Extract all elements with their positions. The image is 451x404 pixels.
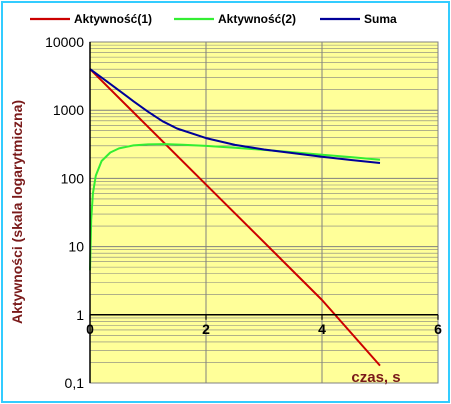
y-tick-label: 1 [76,307,84,323]
y-tick-label: 10 [68,239,84,255]
x-tick-label: 4 [318,321,326,337]
axes [89,42,439,383]
legend: Aktywność(1) Aktywność(2) Suma [30,12,397,26]
series-line-3 [89,68,381,164]
legend-label: Suma [364,12,397,26]
y-tick-label: 0,1 [65,375,85,391]
y-axis-label: Aktywności (skala logarytmiczna) [9,100,25,324]
series-line-1 [89,68,381,367]
gridlines [90,42,438,384]
x-tick-label: 2 [202,321,210,337]
series-line-2 [89,143,381,271]
x-tick-label: 0 [86,321,94,337]
series-group [89,68,381,367]
y-tick-label: 1000 [53,102,84,118]
legend-label: Aktywność(1) [74,12,152,26]
y-tick-label: 100 [61,170,85,186]
plot-area [89,41,439,384]
legend-label: Aktywność(2) [218,12,296,26]
tick-labels: 0,1 1 10 100 1000 10000 0 2 4 6 [45,34,442,391]
x-tick-label: 6 [434,321,442,337]
x-axis-label: czas, s [351,369,400,386]
y-tick-label: 10000 [45,34,84,50]
